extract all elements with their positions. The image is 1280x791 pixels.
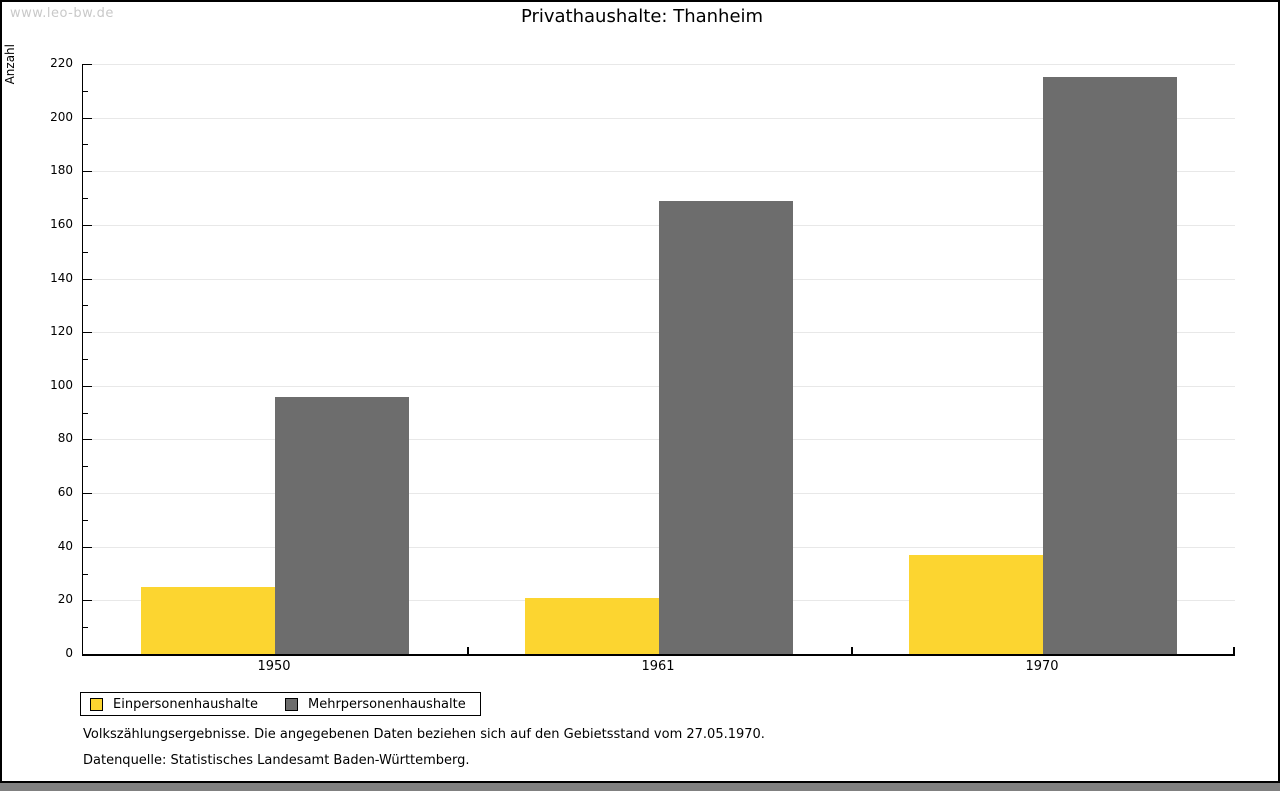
y-axis-major-tick xyxy=(83,278,92,280)
gridline xyxy=(83,117,1235,119)
y-axis-minor-tick xyxy=(83,627,88,629)
y-axis-minor-tick xyxy=(83,90,88,92)
bar-1950-mehrpersonenhaushalte xyxy=(275,397,409,654)
y-tick-label-20: 20 xyxy=(57,592,73,607)
y-axis-minor-tick xyxy=(83,412,88,414)
y-axis-major-tick xyxy=(83,332,92,334)
y-tick-label-40: 40 xyxy=(57,538,73,553)
y-tick-label-80: 80 xyxy=(57,431,73,446)
x-tick-label-1950: 1950 xyxy=(257,659,291,674)
y-axis-minor-tick xyxy=(83,519,88,521)
gridline xyxy=(83,171,1235,173)
bottom-window-strip xyxy=(0,783,1280,791)
y-axis-minor-tick xyxy=(83,251,88,253)
y-axis-major-tick xyxy=(83,600,92,602)
x-axis-tick xyxy=(467,647,469,654)
gridline xyxy=(83,64,1235,65)
x-axis-tick xyxy=(1233,647,1235,654)
y-axis-minor-tick xyxy=(83,359,88,360)
y-axis-major-tick xyxy=(83,171,92,173)
legend-label: Einpersonenhaushalte xyxy=(113,696,258,712)
x-tick-label-1961: 1961 xyxy=(641,659,675,674)
y-axis-major-tick xyxy=(83,439,92,441)
legend: Einpersonenhaushalte Mehrpersonenhaushal… xyxy=(80,692,481,716)
y-tick-label-0: 0 xyxy=(65,646,73,660)
y-tick-label-60: 60 xyxy=(57,485,73,500)
plot-area xyxy=(82,64,1235,656)
bar-1950-einpersonenhaushalte xyxy=(141,587,275,654)
legend-entry-einpersonenhaushalte: Einpersonenhaushalte xyxy=(90,697,258,712)
y-axis-major-tick xyxy=(83,224,92,226)
bar-1961-mehrpersonenhaushalte xyxy=(659,201,793,654)
y-tick-label-140: 140 xyxy=(50,270,73,285)
footnote-source-note: Volkszählungsergebnisse. Die angegebenen… xyxy=(83,727,765,742)
y-tick-label-120: 120 xyxy=(50,324,73,339)
y-tick-label-220: 220 xyxy=(50,56,73,70)
y-tick-label-180: 180 xyxy=(50,163,73,178)
y-axis-major-tick xyxy=(83,546,92,548)
bar-1961-einpersonenhaushalte xyxy=(525,598,659,654)
x-tick-label-1970: 1970 xyxy=(1025,659,1059,674)
y-axis-tick-labels: 0 20 40 60 80 100 120 140 160 180 200 220 xyxy=(2,56,73,660)
y-axis-minor-tick xyxy=(83,305,88,307)
x-axis-tick-labels: 1950 1961 1970 xyxy=(82,659,1234,679)
y-axis-major-tick xyxy=(83,493,92,495)
y-axis-minor-tick xyxy=(83,466,88,468)
bar-1970-einpersonenhaushalte xyxy=(909,555,1043,654)
y-axis-major-tick xyxy=(83,385,92,387)
y-axis-minor-tick xyxy=(83,198,88,200)
legend-label: Mehrpersonenhaushalte xyxy=(308,696,466,712)
bar-1970-mehrpersonenhaushalte xyxy=(1043,77,1177,654)
y-axis-minor-tick xyxy=(83,144,88,146)
legend-swatch-gray xyxy=(285,697,298,711)
y-tick-label-200: 200 xyxy=(50,109,73,124)
y-axis-major-tick xyxy=(83,117,92,119)
x-axis-tick xyxy=(851,647,853,654)
legend-entry-mehrpersonenhaushalte: Mehrpersonenhaushalte xyxy=(285,697,466,712)
watermark: www.leo-bw.de xyxy=(10,6,114,21)
legend-swatch-yellow xyxy=(90,697,103,711)
footnote-data-source: Datenquelle: Statistisches Landesamt Bad… xyxy=(83,753,470,768)
y-tick-label-100: 100 xyxy=(50,377,73,392)
y-tick-label-160: 160 xyxy=(50,216,73,231)
y-axis-minor-tick xyxy=(83,573,88,575)
y-axis-major-tick xyxy=(83,64,92,65)
chart-title: Privathaushalte: Thanheim xyxy=(520,6,764,27)
